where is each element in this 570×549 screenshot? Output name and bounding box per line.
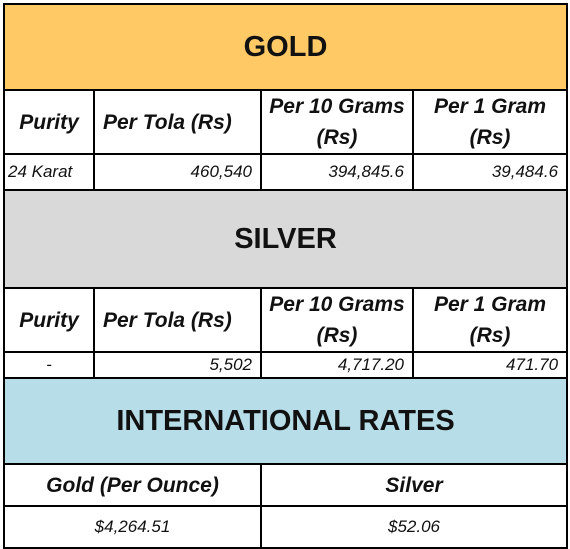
rates-table: GOLD Purity Per Tola (Rs) Per 10 Grams (… <box>2 3 569 549</box>
gold-per-10-grams-value: 394,845.6 <box>260 153 414 191</box>
international-silver-value: $52.06 <box>259 505 569 549</box>
gold-header-per-10-grams: Per 10 Grams (Rs) <box>260 89 414 155</box>
gold-header-purity: Purity <box>3 89 95 155</box>
silver-header-per-tola: Per Tola (Rs) <box>93 287 262 353</box>
silver-per-1-gram-value: 471.70 <box>411 351 569 379</box>
silver-section-title: SILVER <box>2 189 569 289</box>
gold-purity-value: 24 Karat <box>3 153 95 191</box>
international-header-silver: Silver <box>259 463 569 507</box>
silver-header-per-10-grams: Per 10 Grams (Rs) <box>260 287 414 353</box>
gold-per-tola-value: 460,540 <box>93 153 262 191</box>
gold-per-1-gram-value: 39,484.6 <box>411 153 569 191</box>
gold-section-title: GOLD <box>2 3 569 91</box>
international-section-title: INTERNATIONAL RATES <box>2 377 569 465</box>
gold-header-per-tola: Per Tola (Rs) <box>93 89 262 155</box>
rates-sheet: GOLD Purity Per Tola (Rs) Per 10 Grams (… <box>2 3 569 549</box>
gold-header-per-1-gram: Per 1 Gram (Rs) <box>411 89 569 155</box>
international-header-gold: Gold (Per Ounce) <box>3 463 262 507</box>
international-gold-value: $4,264.51 <box>3 505 262 549</box>
silver-header-purity: Purity <box>3 287 95 353</box>
silver-per-tola-value: 5,502 <box>93 351 262 379</box>
silver-header-per-1-gram: Per 1 Gram (Rs) <box>411 287 569 353</box>
silver-per-10-grams-value: 4,717.20 <box>260 351 414 379</box>
silver-purity-value: - <box>3 351 95 379</box>
